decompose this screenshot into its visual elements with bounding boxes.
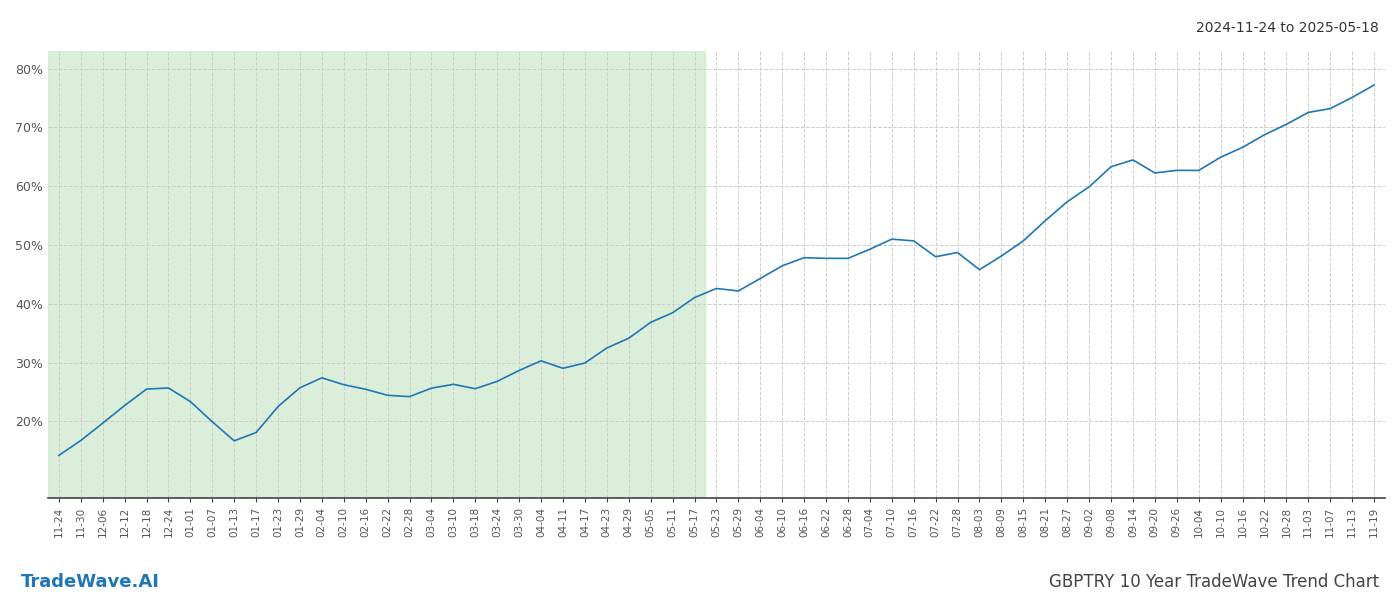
- Text: TradeWave.AI: TradeWave.AI: [21, 573, 160, 591]
- Bar: [48, 51, 706, 498]
- Text: GBPTRY 10 Year TradeWave Trend Chart: GBPTRY 10 Year TradeWave Trend Chart: [1049, 573, 1379, 591]
- Text: 2024-11-24 to 2025-05-18: 2024-11-24 to 2025-05-18: [1196, 21, 1379, 35]
